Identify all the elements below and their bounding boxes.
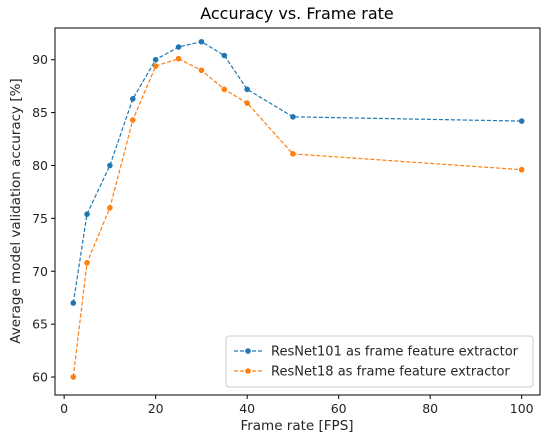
x-tick-label: 60 — [331, 401, 347, 416]
series-0-point — [152, 56, 159, 63]
series-0-point — [518, 118, 525, 124]
legend-label-resnet18: ResNet18 as frame feature extractor — [271, 365, 510, 380]
y-tick-label: 70 — [32, 264, 48, 279]
series-0-point — [107, 162, 113, 169]
y-tick-label: 80 — [32, 158, 48, 173]
series-0-point — [198, 38, 205, 45]
series-1-point — [152, 63, 159, 69]
y-tick-label: 65 — [32, 317, 48, 332]
legend-marker-resnet18 — [245, 368, 251, 374]
legend: ResNet101 as frame feature extractor Res… — [225, 335, 534, 388]
y-tick-label: 85 — [32, 105, 48, 120]
x-axis: 0 20 40 60 80 100 — [60, 395, 534, 416]
series-1-point — [84, 259, 90, 266]
x-tick-label: 40 — [239, 401, 255, 416]
y-axis: 60 65 70 75 80 85 90 — [32, 52, 55, 385]
x-tick-label: 0 — [60, 401, 68, 416]
chart-title: Accuracy vs. Frame rate — [200, 4, 394, 23]
plot-area-frame — [54, 27, 541, 396]
x-tick-label: 20 — [148, 401, 164, 416]
x-tick-label: 80 — [422, 401, 438, 416]
series-0-point — [221, 52, 228, 59]
series-1-point — [175, 55, 182, 62]
series-0-point — [70, 300, 77, 306]
x-axis-label: Frame rate [FPS] — [240, 418, 353, 434]
series-layer — [70, 38, 525, 380]
series-1-point — [107, 204, 113, 211]
legend-label-resnet101: ResNet101 as frame feature extractor — [271, 345, 519, 360]
series-1-point — [518, 166, 525, 173]
y-axis-label: Average model validation accuracy [%] — [8, 78, 24, 343]
series-1-point — [129, 117, 136, 123]
series-1-point — [221, 86, 228, 93]
series-line-0 — [72, 41, 522, 304]
series-0-point — [290, 114, 296, 120]
x-tick-label: 100 — [510, 401, 534, 416]
legend-marker-resnet101 — [245, 348, 251, 354]
series-1-point — [198, 67, 205, 74]
y-tick-label: 75 — [32, 211, 48, 226]
series-0-point — [129, 96, 136, 102]
series-line-1 — [72, 58, 522, 378]
series-0-point — [84, 211, 90, 217]
series-0-point — [244, 86, 250, 93]
series-0-point — [175, 44, 182, 50]
legend-box — [225, 335, 534, 388]
series-1-point — [244, 100, 250, 106]
series-1-point — [70, 374, 77, 380]
series-1-point — [290, 151, 296, 157]
y-tick-label: 90 — [32, 52, 48, 67]
y-tick-label: 60 — [32, 370, 48, 385]
